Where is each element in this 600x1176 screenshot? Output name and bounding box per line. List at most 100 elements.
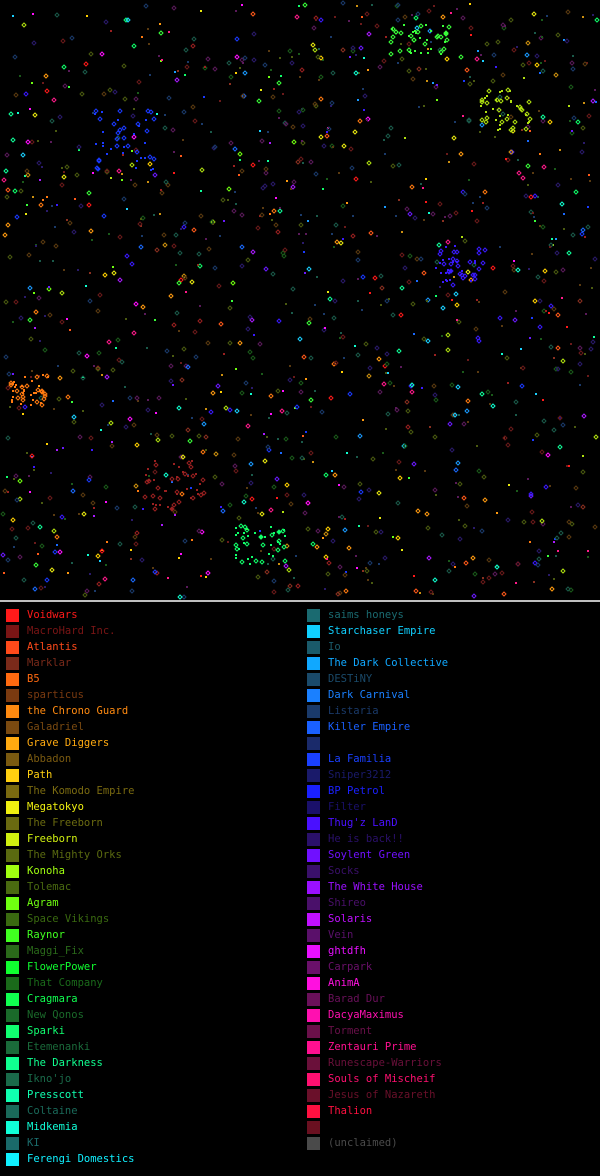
planet-marker[interactable]	[248, 480, 254, 486]
planet-marker[interactable]	[176, 280, 182, 286]
planet-marker[interactable]	[372, 275, 378, 281]
planet-marker[interactable]	[191, 36, 197, 42]
planet-marker[interactable]	[177, 250, 183, 256]
planet-marker[interactable]	[12, 383, 14, 385]
planet-marker[interactable]	[199, 483, 201, 485]
planet-marker[interactable]	[415, 29, 421, 35]
planet-marker[interactable]	[60, 38, 66, 44]
planet-marker[interactable]	[504, 95, 510, 101]
planet-marker[interactable]	[291, 179, 297, 185]
planet-marker[interactable]	[40, 239, 46, 245]
planet-marker[interactable]	[9, 526, 15, 532]
planet-marker[interactable]	[97, 116, 103, 122]
planet-marker[interactable]	[588, 174, 590, 176]
planet-marker[interactable]	[515, 414, 517, 416]
planet-marker[interactable]	[198, 213, 204, 219]
planet-marker[interactable]	[338, 240, 344, 246]
planet-marker[interactable]	[192, 329, 198, 335]
planet-marker[interactable]	[339, 337, 341, 339]
planet-marker[interactable]	[129, 261, 135, 267]
planet-marker[interactable]	[548, 312, 550, 314]
planet-marker[interactable]	[408, 477, 410, 479]
planet-marker[interactable]	[407, 253, 413, 259]
planet-marker[interactable]	[284, 492, 290, 498]
planet-marker[interactable]	[457, 496, 459, 498]
planet-marker[interactable]	[501, 325, 503, 327]
planet-marker[interactable]	[87, 554, 89, 556]
planet-marker[interactable]	[235, 368, 237, 370]
planet-marker[interactable]	[3, 354, 9, 360]
planet-marker[interactable]	[79, 91, 85, 97]
planet-marker[interactable]	[538, 110, 540, 112]
planet-marker[interactable]	[24, 383, 30, 389]
planet-marker[interactable]	[12, 188, 18, 194]
planet-marker[interactable]	[539, 449, 545, 455]
planet-marker[interactable]	[110, 30, 112, 32]
planet-marker[interactable]	[270, 526, 272, 528]
planet-marker[interactable]	[138, 125, 140, 127]
planet-marker[interactable]	[199, 305, 201, 307]
planet-marker[interactable]	[283, 121, 289, 127]
planet-marker[interactable]	[15, 384, 17, 386]
planet-marker[interactable]	[431, 383, 437, 389]
planet-marker[interactable]	[42, 199, 44, 201]
planet-marker[interactable]	[260, 550, 262, 552]
planet-marker[interactable]	[94, 165, 100, 171]
planet-marker[interactable]	[346, 545, 352, 551]
planet-marker[interactable]	[142, 494, 148, 500]
planet-marker[interactable]	[110, 367, 116, 373]
planet-marker[interactable]	[205, 408, 207, 410]
planet-marker[interactable]	[123, 424, 129, 430]
planet-marker[interactable]	[463, 560, 469, 566]
planet-marker[interactable]	[180, 454, 186, 460]
planet-marker[interactable]	[301, 441, 303, 443]
planet-marker[interactable]	[163, 472, 169, 478]
planet-marker[interactable]	[385, 411, 391, 417]
planet-marker[interactable]	[145, 119, 147, 121]
planet-marker[interactable]	[21, 22, 27, 28]
planet-marker[interactable]	[543, 484, 549, 490]
planet-marker[interactable]	[376, 235, 378, 237]
planet-marker[interactable]	[366, 487, 372, 493]
planet-marker[interactable]	[39, 260, 41, 262]
planet-marker[interactable]	[57, 114, 63, 120]
planet-marker[interactable]	[408, 429, 414, 435]
planet-marker[interactable]	[167, 506, 169, 508]
planet-marker[interactable]	[86, 202, 92, 208]
planet-marker[interactable]	[310, 406, 312, 408]
planet-marker[interactable]	[57, 365, 59, 367]
planet-marker[interactable]	[223, 353, 225, 355]
planet-marker[interactable]	[566, 465, 568, 467]
planet-marker[interactable]	[301, 492, 307, 498]
planet-marker[interactable]	[366, 31, 372, 37]
planet-marker[interactable]	[456, 8, 458, 10]
planet-marker[interactable]	[363, 341, 369, 347]
planet-marker[interactable]	[418, 106, 420, 108]
planet-marker[interactable]	[122, 152, 124, 154]
planet-marker[interactable]	[190, 43, 196, 49]
planet-marker[interactable]	[318, 48, 320, 50]
planet-marker[interactable]	[325, 526, 331, 532]
planet-marker[interactable]	[88, 435, 94, 441]
planet-marker[interactable]	[185, 398, 187, 400]
planet-marker[interactable]	[108, 233, 110, 235]
planet-marker[interactable]	[445, 272, 447, 274]
planet-marker[interactable]	[22, 413, 24, 415]
planet-marker[interactable]	[486, 88, 492, 94]
planet-marker[interactable]	[190, 487, 192, 489]
planet-marker[interactable]	[541, 164, 547, 170]
planet-marker[interactable]	[486, 557, 492, 563]
planet-marker[interactable]	[42, 82, 44, 84]
planet-marker[interactable]	[294, 404, 300, 410]
planet-marker[interactable]	[108, 420, 114, 426]
planet-marker[interactable]	[316, 276, 318, 278]
planet-marker[interactable]	[557, 415, 563, 421]
planet-marker[interactable]	[138, 244, 144, 250]
planet-marker[interactable]	[483, 119, 489, 125]
planet-marker[interactable]	[298, 156, 304, 162]
planet-marker[interactable]	[53, 408, 55, 410]
planet-marker[interactable]	[437, 47, 443, 53]
planet-marker[interactable]	[86, 190, 92, 196]
planet-marker[interactable]	[200, 190, 202, 192]
planet-marker[interactable]	[528, 491, 534, 497]
